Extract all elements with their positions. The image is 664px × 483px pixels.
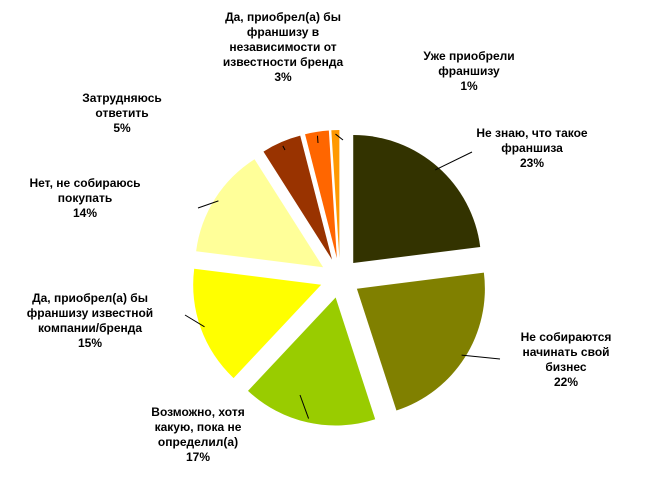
slice-label-2: Возможно, хотя какую, пока не определил(а)… [151, 405, 244, 464]
slice-label-4: Нет, не собираюсь покупать 14% [29, 176, 140, 220]
leader-line-0 [435, 151, 473, 171]
pie-slice-5 [263, 135, 333, 260]
slice-label-6: Да, приобрел(а) бы франшизу в независимост… [223, 10, 344, 84]
leader-line-7 [335, 133, 344, 141]
slice-label-1: Не собираются начинать свой бизнес 22% [521, 330, 612, 389]
leader-line-1 [461, 354, 501, 360]
slice-label-5: Затрудняюсь ответить 5% [82, 91, 162, 135]
leader-line-4 [197, 200, 219, 209]
slice-label-7: Уже приобрели франшизу 1% [423, 49, 514, 93]
pie-slice-0 [353, 134, 481, 263]
pie-slice-6 [305, 130, 337, 259]
pie-slice-4 [196, 159, 324, 268]
leader-line-5 [282, 145, 286, 151]
pie-slice-7 [331, 130, 340, 259]
leader-line-6 [316, 135, 319, 144]
slice-label-3: Да, приобрел(а) бы франшизу известной комп… [27, 291, 153, 350]
pie-slice-1 [356, 272, 485, 411]
leader-line-2 [299, 394, 310, 419]
leader-line-3 [184, 314, 205, 328]
pie-slice-2 [248, 297, 376, 426]
slice-label-0: Не знаю, что такое франшиза 23% [476, 126, 588, 170]
pie-slice-3 [193, 268, 322, 379]
